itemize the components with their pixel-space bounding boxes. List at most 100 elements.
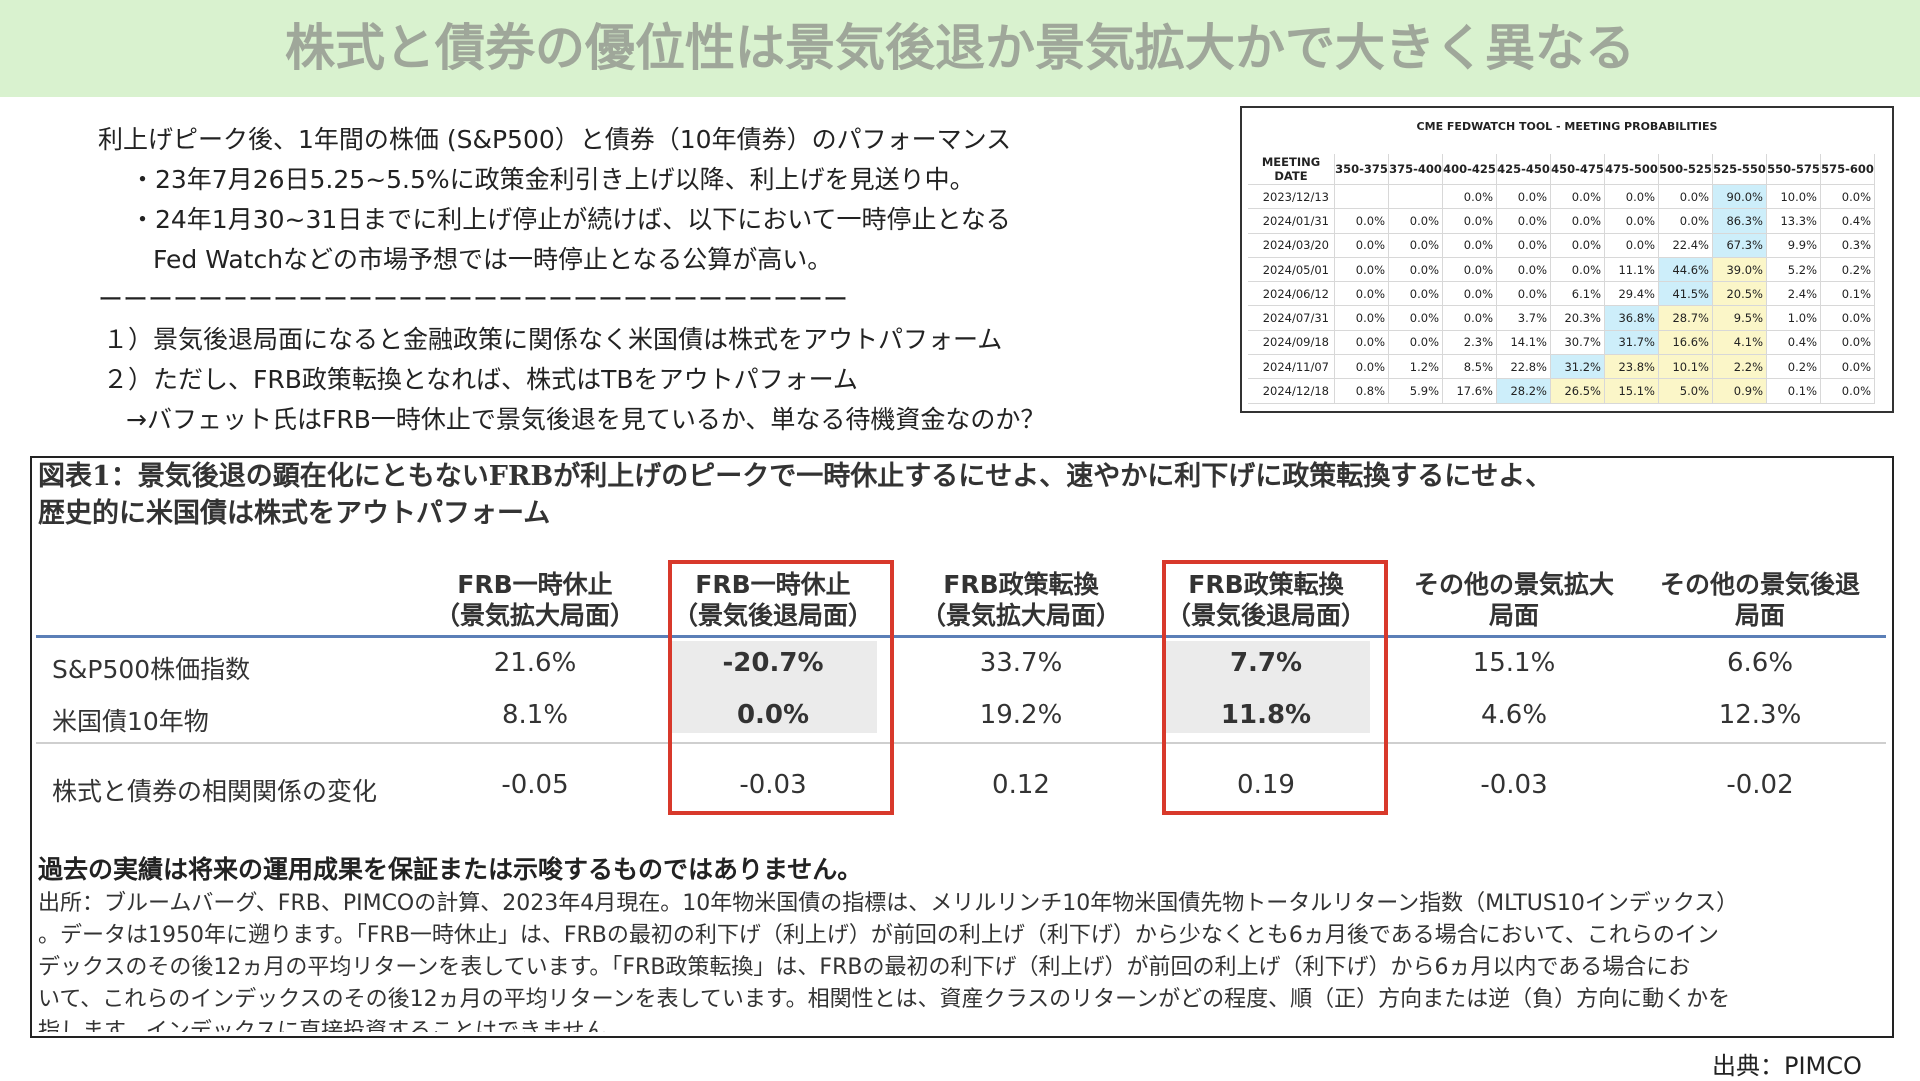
fedwatch-prob-cell: 0.3% — [1820, 233, 1875, 258]
fedwatch-prob-cell: 0.0% — [1388, 281, 1443, 307]
fedwatch-prob-cell: 0.0% — [1550, 208, 1605, 234]
cell-ust10-3: 19.2% — [979, 700, 1063, 730]
fedwatch-row: 2024/11/07 0.0% 1.2% 8.5% 22.8% 31.2% 23.8% 10.… — [1248, 354, 1875, 380]
fedwatch-prob-cell: 0.0% — [1550, 257, 1605, 283]
fedwatch-prob-cell: 0.0% — [1442, 184, 1497, 210]
fedwatch-prob-cell: 17.6% — [1442, 378, 1497, 404]
cell-sp500-6: 6.6% — [1726, 648, 1794, 678]
fedwatch-prob-cell: 2.2% — [1712, 354, 1767, 380]
cell-corr-3: 0.12 — [992, 770, 1050, 800]
fedwatch-prob-cell: 8.5% — [1442, 354, 1497, 380]
fedwatch-prob-cell — [1388, 184, 1443, 210]
fedwatch-prob-cell: 0.0% — [1442, 281, 1497, 307]
intro-bullet-2-cont: Fed Watchなどの市場予想では一時停止となる公算が高い。 — [153, 245, 833, 274]
fedwatch-date-cell: 2024/09/18 — [1248, 330, 1335, 356]
fedwatch-row: 2024/09/18 0.0% 0.0% 2.3% 14.1% 30.7% 31.7% 16.… — [1248, 330, 1875, 356]
fedwatch-prob-cell: 28.7% — [1658, 305, 1713, 331]
row-label-sp500: S&P500株価指数 — [52, 655, 251, 684]
fedwatch-table: MEETING DATE 350-375 375-400 400-425 425-450… — [1248, 154, 1875, 404]
cell-ust10-1: 8.1% — [501, 700, 569, 730]
slide-title: 株式と債券の優位性は景気後退か景気拡大かで大きく異なる — [285, 19, 1635, 77]
fedwatch-header-cell: 550-575 — [1766, 154, 1821, 185]
fedwatch-prob-cell: 1.0% — [1766, 305, 1821, 331]
cell-ust10-2: 0.0% — [736, 700, 810, 730]
fedwatch-prob-cell: 9.9% — [1766, 233, 1821, 258]
cell-sp500-5: 15.1% — [1472, 648, 1556, 678]
fedwatch-prob-cell: 0.0% — [1334, 257, 1389, 283]
fedwatch-prob-cell: 0.0% — [1334, 354, 1389, 380]
fedwatch-prob-cell: 90.0% — [1712, 184, 1767, 210]
fedwatch-prob-cell: 29.4% — [1604, 281, 1659, 307]
fedwatch-prob-cell: 0.1% — [1820, 281, 1875, 307]
fedwatch-prob-cell: 0.0% — [1820, 305, 1875, 331]
fedwatch-header-cell: 425-450 — [1496, 154, 1551, 185]
fedwatch-header-cell: 450-475 — [1550, 154, 1605, 185]
col-header-2: FRB一時休止 （景気後退局面） — [672, 570, 873, 630]
fedwatch-prob-cell: 2.3% — [1442, 330, 1497, 356]
fedwatch-row: 2024/03/20 0.0% 0.0% 0.0% 0.0% 0.0% 0.0% 22.4% 6… — [1248, 233, 1875, 258]
fedwatch-prob-cell: 0.0% — [1442, 305, 1497, 331]
fedwatch-date-cell: 2024/03/20 — [1248, 233, 1335, 258]
fedwatch-prob-cell: 3.7% — [1496, 305, 1551, 331]
cell-sp500-3: 33.7% — [979, 648, 1063, 678]
col-header-3: FRB政策転換 （景気拡大局面） — [920, 570, 1121, 630]
source-line-3: デックスのその後12ヵ月の平均リターンを表しています。「FRB政策転換」は、FR… — [38, 955, 1691, 980]
fedwatch-prob-cell: 31.2% — [1550, 354, 1605, 380]
fedwatch-row: 2024/01/31 0.0% 0.0% 0.0% 0.0% 0.0% 0.0% 0.0% 86… — [1248, 208, 1875, 234]
fedwatch-prob-cell: 0.0% — [1334, 330, 1389, 356]
cell-corr-6: -0.02 — [1726, 770, 1794, 800]
title-band — [0, 0, 1920, 97]
fedwatch-prob-cell: 22.8% — [1496, 354, 1551, 380]
intro-bullet-1: ・23年7月26日5.25~5.5%に政策金利引き上げ以降、利上げを見送り中。 — [130, 165, 975, 194]
fedwatch-date-cell: 2024/11/07 — [1248, 354, 1335, 380]
fedwatch-date-cell: 2024/06/12 — [1248, 281, 1335, 307]
fedwatch-prob-cell: 86.3% — [1712, 208, 1767, 234]
fedwatch-prob-cell: 10.0% — [1766, 184, 1821, 210]
source-line-5: 指します。インデックスに直接投資することはできません。 — [38, 1019, 629, 1032]
fedwatch-prob-cell: 0.0% — [1820, 354, 1875, 380]
source-line-1: 出所：ブルームバーグ、FRB、PIMCOの計算、2023年4月現在。10年物米国… — [38, 891, 1739, 916]
source-note: 出所：ブルームバーグ、FRB、PIMCOの計算、2023年4月現在。10年物米国… — [38, 888, 1888, 1032]
cell-corr-4: 0.19 — [1237, 770, 1295, 800]
cell-corr-1: -0.05 — [501, 770, 569, 800]
col-header-6: その他の景気後退 局面 — [1659, 570, 1860, 630]
source-line-2: 。データは1950年に遡ります。「FRB一時休止」は、FRBの最初の利下げ（利上… — [38, 923, 1719, 948]
row-rule-2 — [36, 742, 1886, 744]
fedwatch-row: 2024/07/31 0.0% 0.0% 0.0% 3.7% 20.3% 36.8% 28.7… — [1248, 305, 1875, 331]
fedwatch-row: 2024/05/01 0.0% 0.0% 0.0% 0.0% 0.0% 11.1% 44.6%… — [1248, 257, 1875, 283]
fedwatch-prob-cell: 0.0% — [1604, 233, 1659, 258]
fedwatch-prob-cell: 20.5% — [1712, 281, 1767, 307]
fedwatch-prob-cell: 0.0% — [1658, 208, 1713, 234]
cell-ust10-4: 11.8% — [1220, 700, 1312, 730]
fedwatch-date-cell: 2023/12/13 — [1248, 184, 1335, 210]
figure-title-line-1: 図表1：景気後退の顕在化にともないFRBが利上げのピークで一時休止するにせよ、速… — [38, 461, 1553, 492]
fedwatch-header-cell: 575-600 — [1820, 154, 1875, 185]
header-rule — [36, 635, 1886, 638]
fedwatch-prob-cell: 0.0% — [1496, 257, 1551, 283]
shade-col-2 — [669, 641, 877, 733]
fedwatch-date-cell: 2024/12/18 — [1248, 378, 1335, 404]
fedwatch-prob-cell: 0.2% — [1766, 354, 1821, 380]
fedwatch-prob-cell: 0.1% — [1766, 378, 1821, 404]
fedwatch-prob-cell: 0.0% — [1820, 184, 1875, 210]
fedwatch-prob-cell: 0.0% — [1604, 184, 1659, 210]
fedwatch-prob-cell: 67.3% — [1712, 233, 1767, 258]
fedwatch-row: 2023/12/13 0.0% 0.0% 0.0% 0.0% 0.0% 90.0% 10.0%… — [1248, 184, 1875, 210]
fedwatch-prob-cell: 0.0% — [1388, 233, 1443, 258]
fedwatch-prob-cell: 44.6% — [1658, 257, 1713, 283]
fedwatch-prob-cell: 10.1% — [1658, 354, 1713, 380]
fedwatch-prob-cell: 0.0% — [1388, 330, 1443, 356]
fedwatch-title: CME FEDWATCH TOOL - MEETING PROBABILITIE… — [1416, 120, 1718, 133]
fedwatch-prob-cell — [1334, 184, 1389, 210]
fedwatch-prob-cell: 11.1% — [1604, 257, 1659, 283]
fedwatch-prob-cell: 0.0% — [1550, 233, 1605, 258]
fedwatch-prob-cell: 0.0% — [1334, 305, 1389, 331]
fedwatch-prob-cell: 9.5% — [1712, 305, 1767, 331]
fedwatch-header-cell: 525-550 — [1712, 154, 1767, 185]
source-credit: 出典：PIMCO — [1712, 1052, 1862, 1080]
fedwatch-prob-cell: 0.8% — [1334, 378, 1389, 404]
figure-title-line-2: 歴史的に米国債は株式をアウトパフォーム — [38, 498, 551, 529]
fedwatch-prob-cell: 28.2% — [1496, 378, 1551, 404]
fedwatch-prob-cell: 41.5% — [1658, 281, 1713, 307]
cell-sp500-2: -20.7% — [722, 648, 824, 678]
